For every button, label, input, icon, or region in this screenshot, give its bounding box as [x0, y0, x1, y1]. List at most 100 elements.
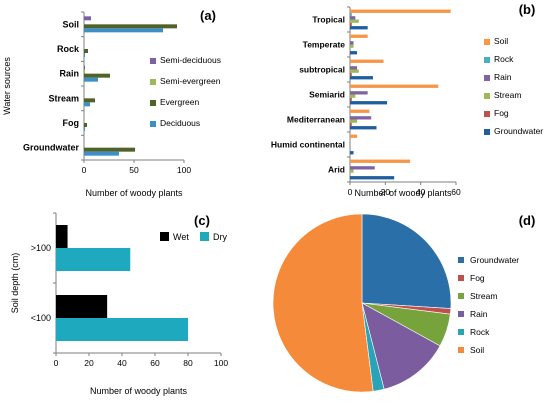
- x-tick-label: 20: [84, 358, 94, 368]
- panel-d-pie-chart: (d) Groundwater Fog Stream Rain Rock Soil: [272, 213, 536, 393]
- legend-label-stream: Stream: [494, 90, 521, 100]
- legend-swatch-groundwater: [484, 129, 490, 135]
- category-label-mediterranean: Mediterranean: [287, 115, 345, 125]
- bar-rain-arid: [350, 166, 375, 170]
- x-tick-label: 60: [150, 358, 160, 368]
- bar-fog-subtropical: [350, 72, 352, 77]
- legend-swatch-rock: [458, 329, 464, 335]
- category-label-arid: Arid: [328, 165, 345, 175]
- legend-swatch-stream: [458, 293, 464, 299]
- x-tick-label: 80: [183, 358, 193, 368]
- y-axis-label: Water sources: [2, 57, 12, 115]
- bar-groundwater-humid-continental: [350, 151, 354, 155]
- panel-label: (b): [519, 2, 536, 17]
- x-tick-label: 0: [348, 187, 353, 197]
- bar-soil-temperate: [350, 34, 368, 38]
- bar-evergreen-rock: [84, 49, 88, 53]
- bar-soil-humid-continental: [350, 134, 358, 138]
- category-label-rain: Rain: [59, 69, 79, 79]
- bar-groundwater-tropical: [350, 26, 368, 30]
- legend-swatch-rock: [484, 57, 490, 63]
- bar-evergreen-rain: [84, 73, 110, 78]
- category-label-stream: Stream: [48, 93, 79, 103]
- bar-dry-100: [56, 248, 131, 271]
- bar-groundwater-semiarid: [350, 101, 388, 105]
- bar-fog-tropical: [350, 22, 352, 27]
- category-label-100: >100: [31, 243, 51, 253]
- legend-swatch-wet: [160, 232, 169, 241]
- bar-rain-tropical: [350, 16, 356, 20]
- category-label-soil: Soil: [62, 19, 79, 29]
- category-label-tropical: Tropical: [312, 15, 345, 25]
- y-axis-label: Soil depth (cm): [10, 253, 20, 314]
- x-tick-label: 0: [82, 165, 87, 175]
- x-axis-label: Number of woody plants: [354, 188, 452, 198]
- bar-groundwater-mediterranean: [350, 126, 377, 130]
- legend-label-semi-deciduous: Semi-deciduous: [160, 55, 221, 65]
- category-label-rock: Rock: [57, 44, 80, 54]
- bar-semi-deciduous-soil: [84, 16, 91, 21]
- legend-label-rock: Rock: [494, 54, 514, 64]
- legend-label-rain: Rain: [470, 309, 488, 319]
- legend-swatch-evergreen: [150, 100, 156, 106]
- bar-stream-mediterranean: [350, 119, 358, 123]
- legend-swatch-rain: [458, 311, 464, 317]
- bar-rain-mediterranean: [350, 116, 372, 120]
- legend-label-fog: Fog: [494, 108, 509, 118]
- category-label-fog: Fog: [63, 118, 80, 128]
- x-tick-label: 50: [129, 165, 139, 175]
- legend-label-rock: Rock: [470, 327, 490, 337]
- bar-groundwater-temperate: [350, 51, 358, 55]
- bar-soil-subtropical: [350, 59, 384, 63]
- legend-label-groundwater: Groundwater: [470, 255, 519, 265]
- x-tick-label: 20: [381, 187, 391, 197]
- panel-a-water-sources-chart: (a) 0 50 100 Soil Rock Rain Stream Fog Groundwate…: [2, 8, 221, 198]
- bar-deciduous-soil: [84, 28, 163, 33]
- bar-rain-semiarid: [350, 91, 368, 95]
- legend-swatch-stream: [484, 93, 490, 99]
- category-label-temperate: Temperate: [303, 40, 346, 50]
- legend-label-wet: Wet: [173, 232, 189, 242]
- category-label-100: <100: [31, 313, 51, 323]
- legend-swatch-semi-evergreen: [150, 79, 156, 85]
- x-tick-label: 100: [214, 358, 228, 368]
- bar-stream-tropical: [350, 19, 359, 23]
- category-label-subtropical: subtropical: [299, 65, 345, 75]
- pie-slice-groundwater: [361, 213, 452, 309]
- bar-stream-semiarid: [350, 94, 356, 98]
- legend-label-fog: Fog: [470, 273, 485, 283]
- legend-swatch-dry: [200, 232, 209, 241]
- bar-rain-subtropical: [350, 66, 358, 70]
- x-axis-label: Number of woody plants: [85, 188, 183, 198]
- legend-swatch-soil: [484, 39, 490, 45]
- bar-deciduous-fog: [84, 127, 85, 131]
- panel-label: (d): [519, 213, 536, 228]
- legend-swatch-soil: [458, 347, 464, 353]
- bar-semi-deciduous-rain: [84, 65, 85, 70]
- x-axis-label: Number of woody plants: [90, 386, 188, 396]
- legend-label-soil: Soil: [494, 36, 508, 46]
- legend-swatch-groundwater: [458, 257, 464, 263]
- bar-wet-100: [56, 295, 108, 318]
- bar-rain-temperate: [350, 41, 354, 45]
- bar-evergreen-groundwater: [84, 147, 135, 152]
- legend-label-groundwater: Groundwater: [494, 126, 543, 136]
- legend-swatch-fog: [484, 111, 490, 117]
- bar-fog-semiarid: [350, 97, 352, 102]
- legend-label-stream: Stream: [470, 291, 497, 301]
- category-label-semiarid: Semiarid: [309, 90, 345, 100]
- bar-deciduous-rock: [84, 53, 85, 57]
- bar-stream-arid: [350, 169, 354, 173]
- bar-soil-semiarid: [350, 84, 439, 88]
- panel-c-soil-depth-chart: (c) 0 20 40 60 80 100 >100 <100 Number of woody p…: [10, 212, 228, 396]
- category-label-groundwater: Groundwater: [23, 143, 80, 153]
- bar-evergreen-stream: [84, 98, 95, 103]
- bar-stream-temperate: [350, 44, 354, 48]
- bar-deciduous-stream: [84, 102, 90, 107]
- legend-swatch-deciduous: [150, 121, 156, 127]
- bar-deciduous-rain: [84, 77, 98, 82]
- panel-label: (a): [200, 8, 216, 23]
- x-tick-label: 60: [451, 187, 461, 197]
- bar-soil-mediterranean: [350, 109, 370, 113]
